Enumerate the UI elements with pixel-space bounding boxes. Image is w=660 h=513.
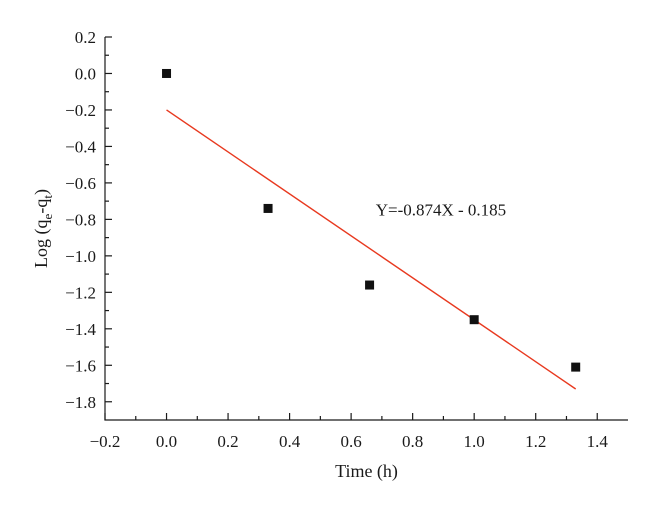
- x-axis-ticks: −0.2 0.0 0.2 0.4 0.6 0.8 1.0 1.2 1.4: [90, 413, 609, 451]
- y-tick-label: −1.2: [65, 283, 96, 302]
- x-axis-title: Time (h): [335, 461, 398, 482]
- x-tick-label: −0.2: [90, 432, 121, 451]
- data-point: [263, 203, 273, 213]
- x-tick-label: 1.4: [587, 432, 609, 451]
- data-points: [162, 68, 581, 372]
- x-tick-label: 0.6: [340, 432, 361, 451]
- y-axis-ticks: 0.2 0.0 −0.2 −0.4 −0.6 −0.8 −1.0 −1.2 −1.4 −1.6 −1…: [65, 28, 112, 412]
- y-axis-title: Log (qe-qt): [31, 189, 55, 268]
- y-axis-title-sub-t: t: [40, 195, 55, 199]
- x-tick-label: 0.0: [156, 432, 177, 451]
- data-point: [469, 315, 479, 325]
- y-axis-title-mid: -q: [31, 199, 51, 214]
- axis-frame: [104, 37, 628, 421]
- y-tick-label: 0.0: [75, 64, 96, 83]
- x-tick-label: 0.2: [217, 432, 238, 451]
- y-tick-label: −1.4: [65, 320, 96, 339]
- y-tick-label: −0.8: [65, 210, 96, 229]
- y-tick-label: −0.2: [65, 101, 96, 120]
- fit-line: [166, 109, 577, 390]
- y-tick-label: −0.6: [65, 174, 96, 193]
- y-axis-title-end: ): [31, 189, 52, 195]
- y-tick-label: 0.2: [75, 28, 96, 47]
- y-tick-label: −1.0: [65, 247, 96, 266]
- fit-line-layer: [166, 109, 577, 390]
- y-tick-label: −1.8: [65, 393, 96, 412]
- y-axis-title-sub-e: e: [40, 213, 55, 219]
- y-tick-label: −0.4: [65, 137, 96, 156]
- data-point: [571, 362, 581, 372]
- x-tick-label: 0.8: [402, 432, 423, 451]
- data-point: [365, 280, 375, 290]
- y-axis-title-base: Log (q: [31, 219, 52, 268]
- y-tick-label: −1.6: [65, 356, 96, 375]
- regression-equation: Y=-0.874X - 0.185: [376, 201, 506, 220]
- data-point: [162, 68, 172, 78]
- x-tick-label: 1.0: [464, 432, 485, 451]
- x-tick-label: 1.2: [525, 432, 546, 451]
- axes: [104, 37, 628, 421]
- x-tick-label: 0.4: [279, 432, 301, 451]
